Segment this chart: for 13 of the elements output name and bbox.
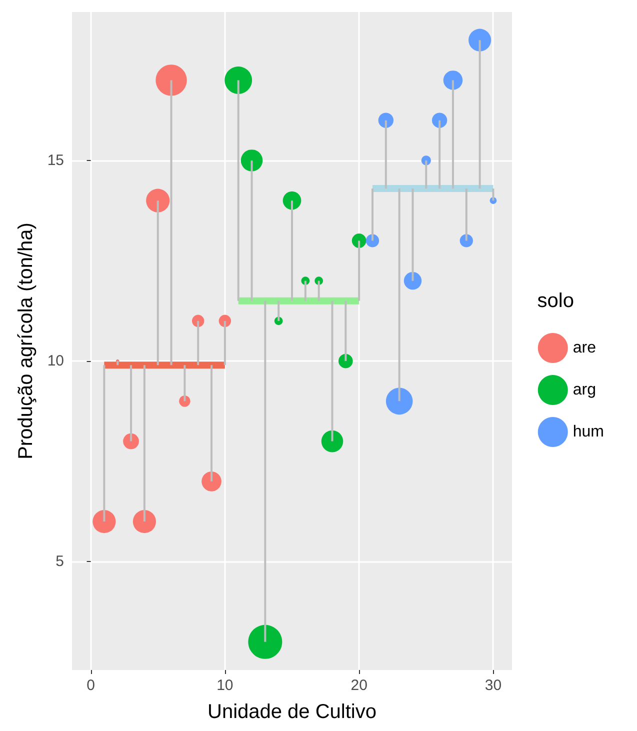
x-tick-label: 20 (350, 677, 368, 694)
legend-label: hum (572, 424, 604, 440)
legend-title: solo (537, 290, 574, 312)
x-tick-label: 10 (216, 677, 234, 694)
x-tick-label: 30 (484, 677, 502, 694)
x-axis-title: Unidade de Cultivo (208, 701, 376, 723)
x-tick-label: 0 (86, 677, 95, 694)
y-axis-title: Produção agrícola (ton/ha) (15, 222, 37, 460)
legend-label: are (572, 340, 596, 356)
legend-label: arg (572, 382, 596, 398)
y-tick-label: 15 (47, 152, 64, 169)
y-tick-label: 5 (56, 553, 64, 570)
y-tick-label: 10 (47, 352, 64, 370)
